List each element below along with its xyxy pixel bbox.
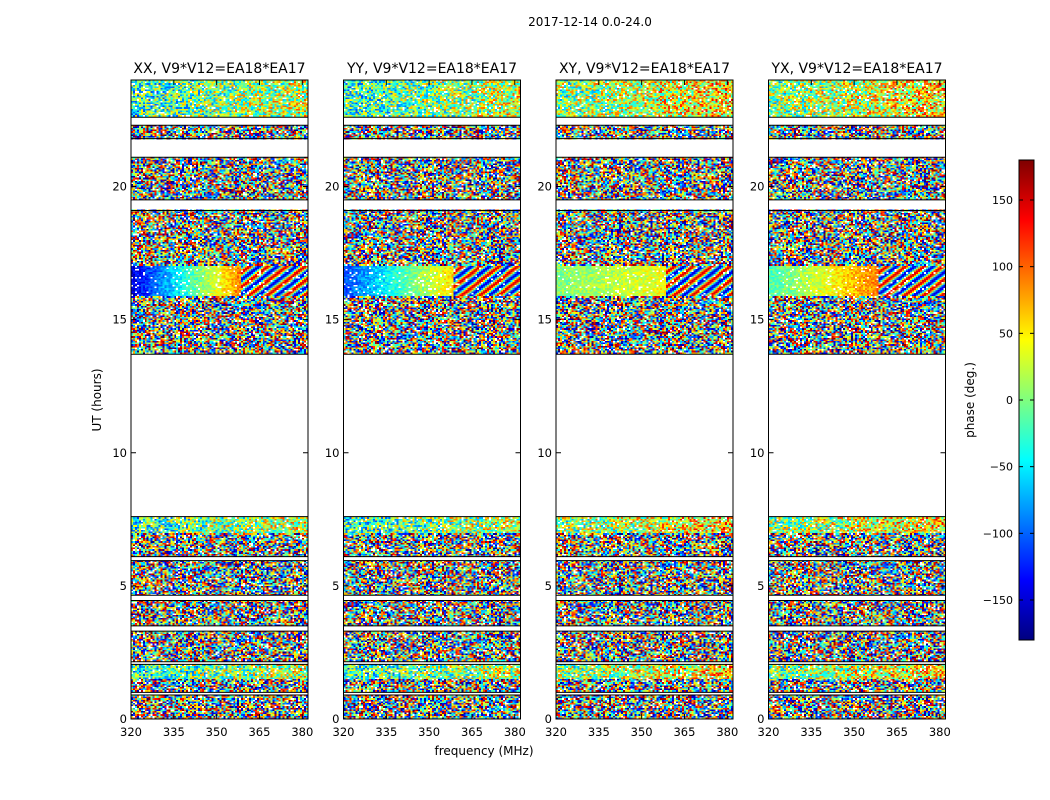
phase-heatmap-xx bbox=[131, 80, 308, 719]
y-tick-label: 15 bbox=[325, 313, 340, 327]
y-tick-label: 5 bbox=[120, 579, 127, 593]
x-tick-label: 335 bbox=[375, 725, 397, 739]
y-tick-label: 10 bbox=[537, 446, 552, 460]
x-tick-label: 365 bbox=[886, 725, 908, 739]
colorbar-tick-label: 150 bbox=[992, 194, 1013, 207]
y-tick-label: 10 bbox=[112, 446, 127, 460]
panel-xx: XX, V9*V12=EA18*EA17 320 335 350 365 380 0 5 10 1… bbox=[112, 61, 313, 739]
colorbar-tick-label: 50 bbox=[999, 327, 1013, 340]
colorbar-tick-label: −100 bbox=[983, 527, 1013, 540]
y-tick-label: 10 bbox=[325, 446, 340, 460]
x-tick-label: 350 bbox=[418, 725, 440, 739]
y-tick-label: 20 bbox=[112, 180, 127, 194]
panel-title: YY, V9*V12=EA18*EA17 bbox=[346, 61, 517, 77]
x-tick-label: 350 bbox=[631, 725, 653, 739]
panel-title: YX, V9*V12=EA18*EA17 bbox=[770, 61, 942, 77]
x-tick-label: 365 bbox=[248, 725, 270, 739]
panel-xy: XY, V9*V12=EA18*EA17 320 335 350 365 380 0 5 10 1… bbox=[537, 61, 738, 739]
phase-heatmap-yx bbox=[768, 80, 946, 719]
panel-frame bbox=[343, 79, 521, 720]
y-tick-label: 0 bbox=[120, 712, 127, 726]
panel-title: XX, V9*V12=EA18*EA17 bbox=[133, 61, 305, 77]
x-tick-label: 380 bbox=[291, 725, 313, 739]
x-tick-label: 335 bbox=[163, 725, 185, 739]
x-tick-label: 335 bbox=[800, 725, 822, 739]
colorbar-label: phase (deg.) bbox=[963, 362, 977, 438]
colorbar: −150 −100 −50 0 50 100 150 phase (deg.) bbox=[963, 159, 1035, 641]
x-tick-label: 380 bbox=[504, 725, 526, 739]
panel-title: XY, V9*V12=EA18*EA17 bbox=[559, 61, 730, 77]
y-tick-label: 5 bbox=[332, 579, 339, 593]
x-tick-label: 380 bbox=[716, 725, 738, 739]
panel-yx: YX, V9*V12=EA18*EA17 320 335 350 365 380 0 5 10 1… bbox=[750, 61, 951, 739]
y-tick-label: 20 bbox=[325, 180, 340, 194]
colorbar-tick-label: 0 bbox=[1006, 394, 1013, 407]
x-tick-label: 320 bbox=[120, 725, 142, 739]
x-tick-label: 320 bbox=[545, 725, 567, 739]
y-tick-label: 5 bbox=[545, 579, 552, 593]
y-tick-label: 0 bbox=[332, 712, 339, 726]
y-tick-label: 15 bbox=[750, 313, 765, 327]
x-axis-label: frequency (MHz) bbox=[434, 744, 533, 758]
y-tick-label: 0 bbox=[545, 712, 552, 726]
y-axis-label: UT (hours) bbox=[90, 368, 104, 431]
phase-heatmap-yy bbox=[343, 80, 521, 719]
panel-frame bbox=[130, 79, 309, 720]
x-tick-label: 365 bbox=[673, 725, 695, 739]
panel-frame bbox=[555, 79, 734, 720]
phase-heatmap-xy bbox=[556, 80, 733, 719]
figure-suptitle: 2017-12-14 0.0-24.0 bbox=[528, 15, 652, 29]
y-tick-label: 15 bbox=[537, 313, 552, 327]
panels-group: XX, V9*V12=EA18*EA17 320 335 350 365 380 0 5 10 1… bbox=[112, 61, 950, 739]
y-tick-label: 10 bbox=[750, 446, 765, 460]
x-tick-label: 365 bbox=[461, 725, 483, 739]
colorbar-tick-label: 100 bbox=[992, 261, 1013, 274]
y-tick-label: 20 bbox=[537, 180, 552, 194]
x-tick-label: 350 bbox=[843, 725, 865, 739]
y-tick-label: 15 bbox=[112, 313, 127, 327]
x-tick-label: 350 bbox=[206, 725, 228, 739]
colorbar-tick-label: −150 bbox=[983, 594, 1013, 607]
panel-yy: YY, V9*V12=EA18*EA17 320 335 350 365 380 0 5 10 1… bbox=[325, 61, 526, 739]
colorbar-ticks: −150 −100 −50 0 50 100 150 bbox=[983, 194, 1034, 607]
x-tick-label: 380 bbox=[929, 725, 951, 739]
panel-frame bbox=[768, 79, 946, 720]
x-tick-label: 320 bbox=[758, 725, 780, 739]
y-tick-label: 20 bbox=[750, 180, 765, 194]
y-tick-label: 0 bbox=[757, 712, 764, 726]
x-tick-label: 320 bbox=[333, 725, 355, 739]
colorbar-tick-label: −50 bbox=[990, 461, 1013, 474]
x-tick-label: 335 bbox=[588, 725, 610, 739]
y-tick-label: 5 bbox=[757, 579, 764, 593]
